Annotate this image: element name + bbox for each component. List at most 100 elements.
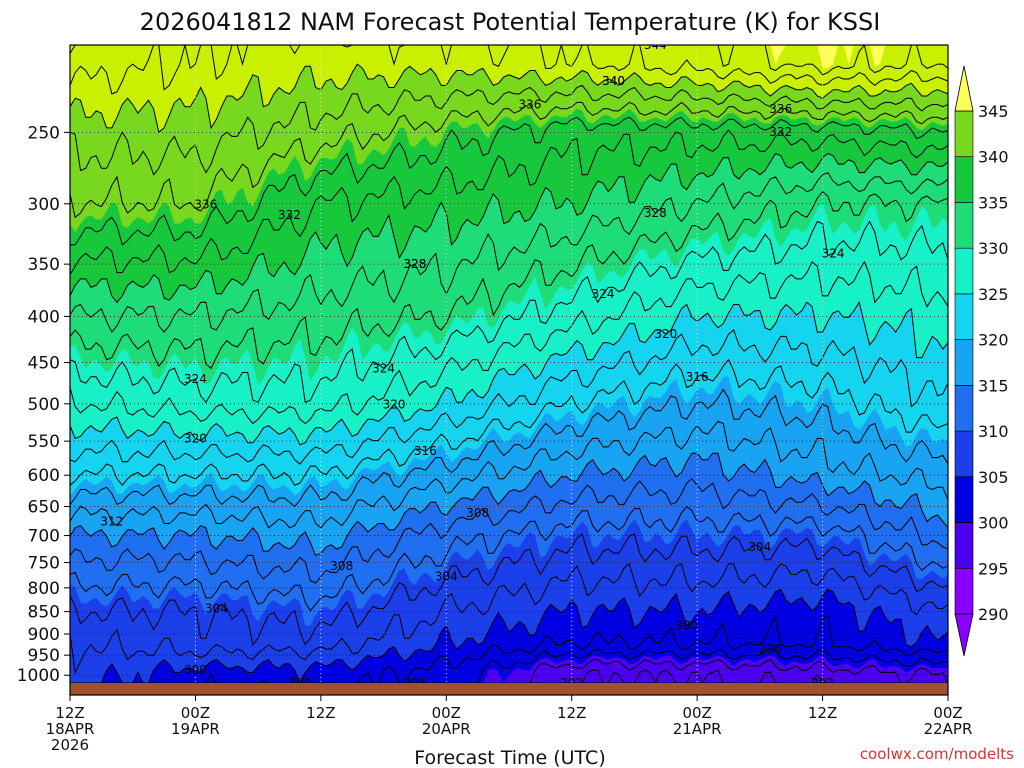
colorbar-label: 295 bbox=[978, 559, 1009, 578]
contour-line-330 bbox=[70, 152, 948, 304]
x-tick-label: 19APR bbox=[171, 720, 220, 738]
x-tick-label: 00Z bbox=[682, 704, 711, 722]
ground-strip bbox=[70, 683, 948, 695]
contour-line-338 bbox=[70, 84, 948, 176]
contour-line-314 bbox=[70, 388, 948, 508]
colorbar-segment bbox=[954, 430, 974, 478]
colorbar-label: 305 bbox=[978, 468, 1009, 487]
theta-band-295 bbox=[70, 655, 948, 683]
contour-label: 292 bbox=[811, 676, 834, 690]
y-tick-label: 600 bbox=[28, 466, 60, 486]
contour-label: 300 bbox=[184, 663, 207, 677]
colorbar-segment bbox=[954, 293, 974, 340]
contour-label: 324 bbox=[822, 246, 845, 260]
source-label: coolwx.com/modelts bbox=[860, 745, 1014, 763]
colorbar-bottom-arrow bbox=[954, 613, 974, 657]
contour-label: 336 bbox=[518, 98, 541, 112]
y-tick-label: 350 bbox=[28, 255, 60, 275]
y-tick-label: 250 bbox=[28, 123, 60, 143]
contour-label: 340 bbox=[602, 74, 625, 88]
contour-label: 324 bbox=[184, 372, 207, 386]
contour-line-318 bbox=[70, 329, 948, 465]
x-tick-label: 12Z bbox=[306, 704, 335, 722]
colorbar-label: 310 bbox=[978, 422, 1009, 441]
contour-label: 308 bbox=[330, 559, 353, 573]
y-tick-label: 850 bbox=[28, 603, 60, 623]
plot-frame bbox=[69, 44, 949, 696]
colorbar: 290 295 300 305 310 315 320 325 330 335 340 345 bbox=[954, 65, 1009, 657]
x-axis-label: Forecast Time (UTC) bbox=[414, 747, 605, 768]
x-tick-label: 2026 bbox=[51, 736, 89, 754]
x-tick-label: 21APR bbox=[673, 720, 722, 738]
contour-label: 336 bbox=[769, 102, 792, 116]
colorbar-label: 300 bbox=[978, 514, 1009, 533]
contour-line-320 bbox=[70, 301, 948, 446]
contour-label: 324 bbox=[592, 287, 615, 301]
contour-line-304 bbox=[70, 533, 948, 646]
contour-line-344 bbox=[70, 45, 948, 76]
contour-line-332 bbox=[70, 129, 948, 275]
contour-label: 304 bbox=[748, 540, 771, 554]
contour-line-328 bbox=[70, 171, 948, 334]
x-tick-label: 00Z bbox=[181, 704, 210, 722]
contour-line-316 bbox=[70, 358, 948, 486]
contour-line-340 bbox=[70, 63, 948, 134]
colorbar-label: 335 bbox=[978, 193, 1009, 212]
contour-label: 304 bbox=[435, 570, 458, 584]
colorbar-segment bbox=[954, 385, 974, 432]
contour-line-312 bbox=[70, 420, 948, 529]
contour-line-336 bbox=[70, 101, 948, 219]
y-tick-label: 500 bbox=[28, 395, 60, 415]
contour-label: 328 bbox=[403, 257, 426, 271]
contour-line-302 bbox=[70, 563, 948, 675]
contour-label: 320 bbox=[383, 397, 406, 411]
contour-line-342 bbox=[70, 45, 948, 95]
y-tick-label: 700 bbox=[28, 527, 60, 547]
contour-label: 320 bbox=[184, 431, 207, 445]
contour-label: 312 bbox=[100, 514, 123, 528]
colorbar-segment bbox=[954, 110, 974, 158]
x-tick-label: 18APR bbox=[46, 720, 95, 738]
contour-label: 292 bbox=[560, 676, 583, 690]
contour-label: 328 bbox=[644, 206, 667, 220]
colorbar-segment bbox=[954, 247, 974, 295]
contour-label: 344 bbox=[644, 38, 667, 52]
y-tick-label: 1000 bbox=[17, 666, 60, 686]
colorbar-segment bbox=[954, 522, 974, 569]
colorbar-segment bbox=[954, 339, 974, 386]
x-tick-label: 12Z bbox=[557, 704, 586, 722]
contour-line-294 bbox=[70, 658, 948, 683]
contour-label: 332 bbox=[769, 125, 792, 139]
contour-line-308 bbox=[70, 478, 948, 584]
x-tick-label: 00Z bbox=[432, 704, 461, 722]
contour-line-326 bbox=[70, 190, 948, 370]
colorbar-top-arrow bbox=[954, 65, 974, 112]
x-tick-label: 00Z bbox=[933, 704, 962, 722]
y-tick-label: 950 bbox=[28, 646, 60, 666]
y-tick-label: 400 bbox=[28, 307, 60, 327]
contour-label: 316 bbox=[414, 444, 437, 458]
contour-label: 304 bbox=[205, 602, 228, 616]
contour-line-306 bbox=[70, 505, 948, 612]
contour-label: 320 bbox=[654, 327, 677, 341]
contour-label: 316 bbox=[686, 370, 709, 384]
y-tick-label: 650 bbox=[28, 498, 60, 518]
y-tick-label: 450 bbox=[28, 354, 60, 374]
contour-line-322 bbox=[70, 260, 948, 425]
colorbar-label: 315 bbox=[978, 376, 1009, 395]
y-tick-label: 300 bbox=[28, 195, 60, 215]
contour-label: 328 bbox=[403, 257, 426, 271]
y-tick-label: 800 bbox=[28, 579, 60, 599]
x-tick-label: 12Z bbox=[808, 704, 837, 722]
contour-label: 340 bbox=[602, 74, 625, 88]
y-axis: 2503003504004505005506006507007508008509… bbox=[17, 123, 70, 686]
contour-line-298 bbox=[70, 613, 948, 683]
contour-label: 336 bbox=[194, 198, 217, 212]
colorbar-label: 290 bbox=[978, 605, 1009, 624]
colorbar-segment bbox=[954, 476, 974, 523]
colorbar-segment bbox=[954, 156, 974, 203]
